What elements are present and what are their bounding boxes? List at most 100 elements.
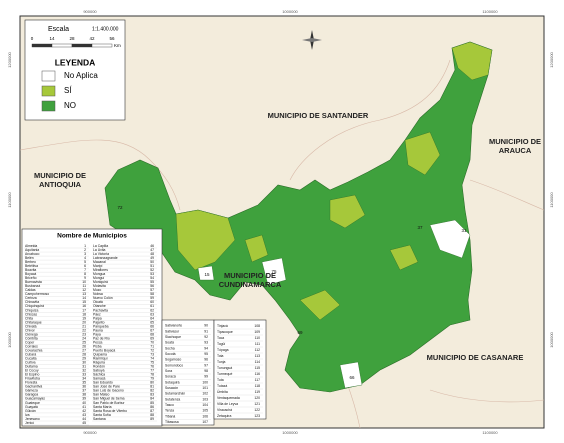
municipality-number: 45 — [82, 421, 86, 425]
no-aplica-area — [197, 265, 215, 281]
municipality-number: 87 — [150, 409, 154, 413]
municipality-name: Coper — [25, 340, 35, 344]
municipality-name: Sora — [165, 369, 172, 373]
municipality-number: 54 — [150, 276, 154, 280]
municipality-name: Paya — [93, 332, 101, 336]
north-arrow — [302, 30, 322, 50]
municipality-name: Labranzagrande — [93, 256, 118, 260]
municipality-number: 103 — [202, 397, 208, 401]
municipality-name: Rondón — [93, 365, 105, 369]
municipality-number: 75 — [271, 269, 277, 274]
municipality-name: Sutamarchán — [165, 392, 185, 396]
table-box — [21, 228, 163, 427]
scale-tick: 56 — [109, 36, 115, 41]
municipality-number: 68 — [150, 332, 154, 336]
municipality-number: 31 — [461, 228, 467, 233]
municipality-name: Cerinza — [25, 296, 37, 300]
municipality-name: Moniquirá — [93, 280, 108, 284]
municipality-number: 118 — [255, 384, 261, 388]
municipality-number: 44 — [82, 417, 86, 421]
municipality-name: Mongua — [93, 272, 105, 276]
municipality-number: 8 — [84, 272, 86, 276]
si-area — [404, 131, 441, 176]
municipality-name: Tibasosa — [165, 420, 179, 424]
municipality-number: 35 — [82, 381, 86, 385]
municipality-name: Úmbita — [217, 389, 228, 394]
municipality-number: 78 — [150, 373, 154, 377]
municipality-name: El Cocuy — [25, 369, 39, 373]
municipality-number: 63 — [150, 312, 154, 316]
municipality-number: 38 — [82, 393, 86, 397]
municipality-number: 80 — [150, 381, 154, 385]
municipality-name: El Espino — [25, 373, 39, 377]
region-line: MUNICIPIO DE — [224, 271, 276, 280]
municipality-number: 69 — [297, 330, 303, 335]
table-box — [161, 319, 215, 426]
municipality-name: Toca — [217, 336, 224, 340]
municipality-number: 33 — [82, 373, 86, 377]
municipality-number: 89 — [150, 417, 154, 421]
municipality-name: Soatá — [165, 341, 174, 345]
legend-swatch — [41, 70, 56, 82]
municipality-number: 81 — [150, 385, 154, 389]
frame-label-left: 1100000 — [7, 192, 12, 208]
municipality-name: Almeida — [25, 244, 37, 248]
municipality-name: Ciénega — [25, 332, 38, 336]
frame-label-right: 1000000 — [549, 331, 554, 347]
municipality-name: Chivatá — [25, 324, 37, 328]
municipality-name: Maripí — [93, 264, 102, 268]
legend-label: No Aplica — [64, 71, 98, 80]
municipality-name: Tinjacá — [217, 324, 228, 328]
municipality-number: 49 — [150, 256, 154, 260]
municipality-number: 105 — [202, 409, 208, 413]
municipality-name: Pisba — [93, 344, 102, 348]
municipality-name: Jenesano — [25, 417, 40, 421]
municipality-name: Socha — [165, 346, 175, 350]
legend-swatch — [41, 85, 56, 97]
municipality-number: 97 — [204, 363, 208, 367]
municipality-name: Jericó — [25, 421, 34, 425]
municipality-name: San Mateo — [93, 393, 110, 397]
municipality-name: Covarachía — [25, 348, 42, 352]
frame-label-left: 1200000 — [7, 51, 12, 67]
municipality-name: Sogamoso — [165, 358, 181, 362]
si-area — [329, 194, 366, 229]
municipality-number: 20 — [82, 320, 86, 324]
municipality-name: Aquitania — [25, 248, 39, 252]
municipality-name: Boavita — [25, 268, 36, 272]
scale-tick: 42 — [89, 36, 95, 41]
municipality-number: 36 — [82, 385, 86, 389]
si-area — [244, 234, 269, 263]
municipality-name: Cuítiva — [25, 361, 36, 365]
municipality-number: 40 — [82, 401, 86, 405]
municipality-number: 48 — [150, 252, 154, 256]
municipality-name: Pesca — [93, 340, 103, 344]
municipality-number: 34 — [82, 377, 86, 381]
municipality-name: Motavita — [93, 284, 106, 288]
municipality-number: 122 — [254, 408, 260, 412]
municipality-number: 69 — [150, 336, 154, 340]
municipality-number: 91 — [204, 329, 208, 333]
municipality-name: Otanche — [93, 304, 106, 308]
municipality-name: Güicán — [25, 409, 36, 413]
frame-label-right: 1100000 — [549, 192, 554, 208]
municipality-number: 3 — [84, 252, 86, 256]
municipality-name: Viracachá — [217, 408, 232, 412]
municipality-number: 109 — [254, 330, 260, 334]
municipality-name: Villa de Leyva — [217, 402, 238, 406]
municipality-number: 32 — [82, 369, 86, 373]
municipality-number: 5 — [84, 260, 86, 264]
municipality-number: 43 — [82, 413, 86, 417]
region-label: MUNICIPIO DE ANTIOQUIA — [34, 171, 86, 189]
municipality-number: 73 — [150, 353, 154, 357]
municipality-name: Oicatá — [93, 300, 103, 304]
scale-title: Escala — [48, 26, 69, 33]
municipality-name: Tununguá — [217, 366, 232, 370]
department-no — [104, 41, 493, 393]
municipality-number: 115 — [255, 366, 261, 370]
municipality-number: 90 — [204, 324, 208, 328]
si-area — [299, 289, 341, 321]
municipality-number: 95 — [204, 352, 208, 356]
municipality-name: La Uvita — [93, 248, 106, 252]
scale-unit: Km — [114, 43, 121, 48]
